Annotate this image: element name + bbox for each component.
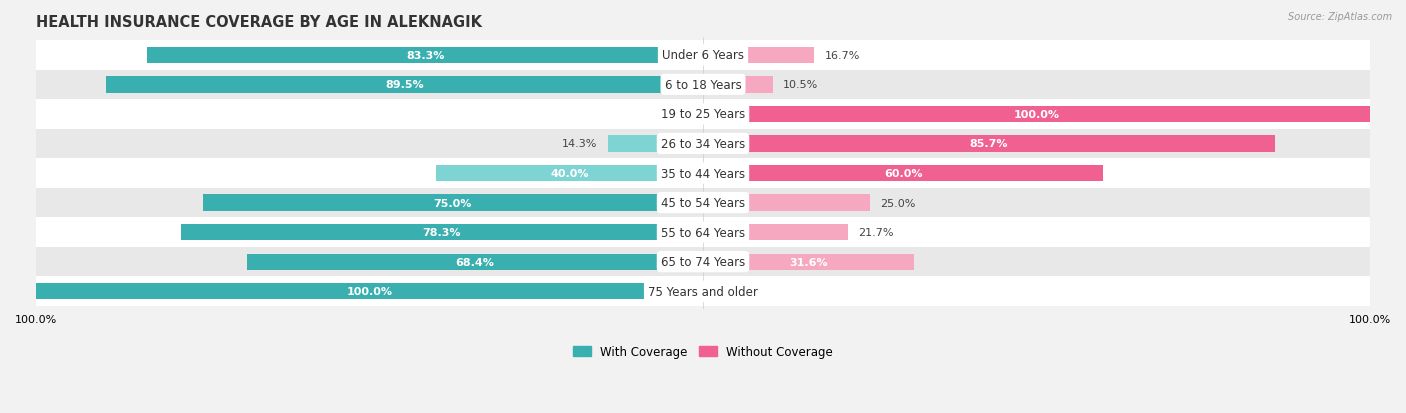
Text: 78.3%: 78.3%: [423, 228, 461, 237]
Text: HEALTH INSURANCE COVERAGE BY AGE IN ALEKNAGIK: HEALTH INSURANCE COVERAGE BY AGE IN ALEK…: [37, 15, 482, 30]
Text: 65 to 74 Years: 65 to 74 Years: [661, 256, 745, 268]
Text: 40.0%: 40.0%: [550, 169, 589, 178]
Text: 75.0%: 75.0%: [433, 198, 472, 208]
Text: Source: ZipAtlas.com: Source: ZipAtlas.com: [1288, 12, 1392, 22]
Bar: [703, 136, 1274, 152]
Text: 45 to 54 Years: 45 to 54 Years: [661, 197, 745, 209]
Text: 0.0%: 0.0%: [713, 287, 741, 297]
Bar: [181, 224, 703, 241]
Bar: [202, 195, 703, 211]
Bar: [105, 77, 703, 93]
Text: 10.5%: 10.5%: [783, 80, 818, 90]
Text: 25.0%: 25.0%: [880, 198, 915, 208]
Bar: [703, 195, 870, 211]
Text: 21.7%: 21.7%: [858, 228, 893, 237]
Bar: [37, 247, 1369, 277]
Text: 85.7%: 85.7%: [970, 139, 1008, 149]
Bar: [703, 47, 814, 64]
Bar: [37, 283, 703, 299]
Legend: With Coverage, Without Coverage: With Coverage, Without Coverage: [568, 341, 838, 363]
Text: 100.0%: 100.0%: [346, 287, 392, 297]
Bar: [37, 71, 1369, 100]
Text: 31.6%: 31.6%: [789, 257, 828, 267]
Text: 60.0%: 60.0%: [884, 169, 922, 178]
Text: 75 Years and older: 75 Years and older: [648, 285, 758, 298]
Bar: [436, 166, 703, 182]
Bar: [703, 254, 914, 270]
Bar: [37, 188, 1369, 218]
Text: 19 to 25 Years: 19 to 25 Years: [661, 108, 745, 121]
Bar: [37, 129, 1369, 159]
Bar: [703, 77, 773, 93]
Text: 16.7%: 16.7%: [824, 51, 859, 61]
Bar: [703, 224, 848, 241]
Bar: [703, 166, 1104, 182]
Bar: [37, 100, 1369, 129]
Bar: [703, 107, 1369, 123]
Bar: [37, 159, 1369, 188]
Text: 26 to 34 Years: 26 to 34 Years: [661, 138, 745, 151]
Text: Under 6 Years: Under 6 Years: [662, 49, 744, 62]
Text: 14.3%: 14.3%: [562, 139, 598, 149]
Text: 35 to 44 Years: 35 to 44 Years: [661, 167, 745, 180]
Bar: [37, 218, 1369, 247]
Bar: [37, 41, 1369, 71]
Text: 0.0%: 0.0%: [665, 110, 693, 120]
Bar: [37, 277, 1369, 306]
Text: 6 to 18 Years: 6 to 18 Years: [665, 79, 741, 92]
Text: 89.5%: 89.5%: [385, 80, 423, 90]
Text: 100.0%: 100.0%: [1014, 110, 1060, 120]
Text: 68.4%: 68.4%: [456, 257, 495, 267]
Bar: [607, 136, 703, 152]
Text: 55 to 64 Years: 55 to 64 Years: [661, 226, 745, 239]
Text: 83.3%: 83.3%: [406, 51, 444, 61]
Bar: [148, 47, 703, 64]
Bar: [247, 254, 703, 270]
